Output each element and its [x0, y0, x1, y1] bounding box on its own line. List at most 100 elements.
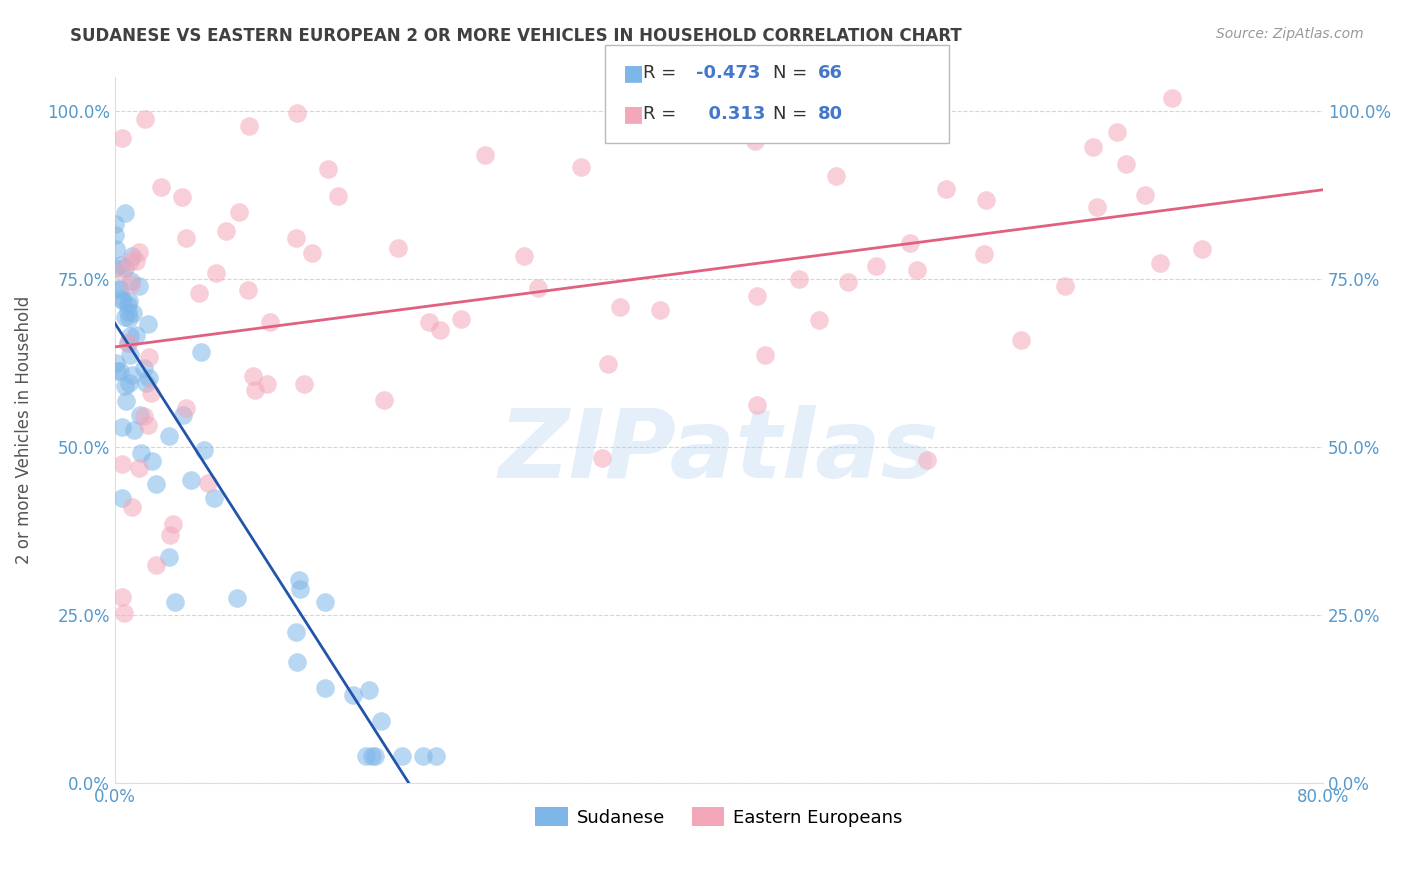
- Point: [193, 443, 215, 458]
- Point: [138, 371, 160, 385]
- Text: N =: N =: [773, 105, 813, 123]
- Point: [418, 315, 440, 329]
- Point: [105, 364, 128, 378]
- Point: [837, 275, 859, 289]
- Text: ZIPatlas: ZIPatlas: [499, 405, 939, 498]
- Point: [118, 376, 141, 391]
- Point: [285, 655, 308, 669]
- Point: [934, 182, 956, 196]
- Point: [412, 749, 434, 764]
- Point: [242, 368, 264, 383]
- Point: [108, 282, 131, 296]
- Point: [121, 500, 143, 514]
- Point: [157, 549, 180, 564]
- Point: [117, 305, 139, 319]
- Point: [1191, 243, 1213, 257]
- Point: [104, 227, 127, 242]
- Point: [314, 595, 336, 609]
- Point: [609, 300, 631, 314]
- Point: [114, 379, 136, 393]
- Text: R =: R =: [643, 105, 682, 123]
- Point: [197, 475, 219, 490]
- Y-axis label: 2 or more Vehicles in Household: 2 or more Vehicles in Household: [15, 296, 32, 565]
- Point: [650, 302, 672, 317]
- Text: ■: ■: [623, 104, 644, 124]
- Point: [898, 235, 921, 250]
- Point: [591, 450, 613, 465]
- Point: [188, 285, 211, 300]
- Point: [120, 347, 142, 361]
- Point: [132, 360, 155, 375]
- Point: [120, 277, 142, 292]
- Point: [243, 384, 266, 398]
- Point: [801, 90, 824, 104]
- Point: [104, 217, 127, 231]
- Point: [1053, 279, 1076, 293]
- Point: [105, 356, 128, 370]
- Text: -0.473: -0.473: [696, 64, 761, 82]
- Point: [136, 417, 159, 432]
- Point: [391, 749, 413, 764]
- Point: [159, 528, 181, 542]
- Point: [292, 376, 315, 391]
- Point: [808, 313, 831, 327]
- Point: [225, 591, 247, 605]
- Point: [114, 606, 136, 620]
- Point: [1115, 156, 1137, 170]
- Text: 0.313: 0.313: [696, 105, 765, 123]
- Point: [190, 344, 212, 359]
- Point: [527, 281, 550, 295]
- Point: [824, 169, 846, 183]
- Point: [215, 224, 238, 238]
- Text: Source: ZipAtlas.com: Source: ZipAtlas.com: [1216, 27, 1364, 41]
- Point: [865, 259, 887, 273]
- Point: [111, 420, 134, 434]
- Point: [121, 368, 143, 383]
- Point: [121, 306, 143, 320]
- Point: [128, 279, 150, 293]
- Point: [287, 573, 309, 587]
- Point: [238, 119, 260, 133]
- Point: [256, 376, 278, 391]
- Point: [108, 364, 131, 378]
- Text: SUDANESE VS EASTERN EUROPEAN 2 OR MORE VEHICLES IN HOUSEHOLD CORRELATION CHART: SUDANESE VS EASTERN EUROPEAN 2 OR MORE V…: [70, 27, 962, 45]
- Point: [259, 315, 281, 329]
- Point: [285, 106, 308, 120]
- Point: [136, 318, 159, 332]
- Point: [128, 245, 150, 260]
- Point: [905, 263, 928, 277]
- Point: [138, 351, 160, 365]
- Point: [118, 310, 141, 325]
- Point: [1133, 187, 1156, 202]
- Point: [354, 749, 377, 764]
- Point: [425, 749, 447, 764]
- Point: [162, 516, 184, 531]
- Point: [370, 714, 392, 729]
- Point: [114, 393, 136, 408]
- Point: [1081, 140, 1104, 154]
- Point: [111, 131, 134, 145]
- Point: [1161, 90, 1184, 104]
- Point: [134, 112, 156, 126]
- Point: [110, 258, 132, 272]
- Point: [114, 310, 136, 324]
- Point: [117, 336, 139, 351]
- Point: [135, 376, 157, 390]
- Point: [1085, 200, 1108, 214]
- Point: [111, 491, 134, 506]
- Point: [111, 590, 134, 604]
- Point: [165, 594, 187, 608]
- Point: [474, 147, 496, 161]
- Point: [172, 408, 194, 422]
- Point: [111, 457, 134, 471]
- Point: [787, 272, 810, 286]
- Point: [118, 254, 141, 268]
- Point: [124, 253, 146, 268]
- Point: [387, 241, 409, 255]
- Point: [112, 294, 135, 309]
- Point: [180, 473, 202, 487]
- Point: [598, 357, 620, 371]
- Point: [915, 452, 938, 467]
- Point: [121, 249, 143, 263]
- Point: [228, 204, 250, 219]
